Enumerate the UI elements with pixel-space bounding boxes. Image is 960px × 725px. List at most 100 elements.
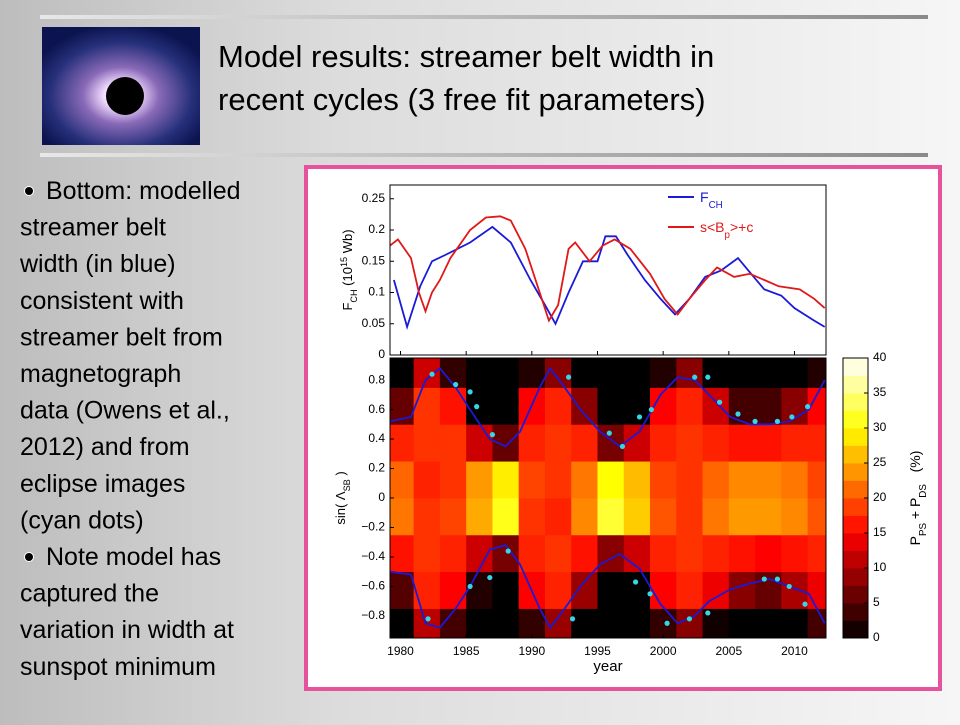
- bullet-text: width (in blue): [19, 250, 176, 278]
- colorbar-step: [843, 463, 868, 481]
- heatmap-cell: [650, 498, 677, 536]
- heatmap-cell: [597, 424, 625, 462]
- heatmap-cell: [728, 424, 756, 462]
- label-part: CH: [709, 200, 723, 211]
- heatmap-cell: [676, 461, 703, 499]
- heatmap-cell: [676, 498, 703, 536]
- heatmap-cell: [492, 358, 520, 388]
- colorbar-tick-label: 20: [873, 490, 887, 504]
- heatmap-cell: [413, 387, 441, 425]
- heatmap-cell: [807, 534, 827, 573]
- label-part: P: [907, 536, 923, 545]
- colorbar-step: [843, 428, 868, 446]
- heatmap-cell: [544, 387, 572, 425]
- heatmap-cell: [623, 424, 651, 462]
- bullet-marker: [24, 552, 34, 562]
- colorbar-tick-label: 25: [873, 455, 887, 469]
- legend-label: s<Bp>+c: [700, 219, 753, 241]
- heatmap-cell: [439, 498, 467, 536]
- bullet-text: eclipse images: [20, 470, 185, 498]
- heatmap-cell: [702, 534, 730, 573]
- eclipse-point: [786, 583, 792, 590]
- heatmap-cell: [623, 498, 651, 536]
- label-part: >+c: [730, 219, 753, 235]
- heatmap-cell: [413, 498, 441, 536]
- heatmap-cell: [544, 571, 572, 609]
- eclipse-point: [735, 411, 741, 417]
- label-part: ): [333, 471, 348, 479]
- heatmap-cell: [390, 534, 415, 573]
- heatmap-cell: [390, 461, 415, 499]
- heatmap-cell: [390, 358, 415, 388]
- heatmap-cell: [571, 498, 598, 536]
- heatmap-cell: [807, 424, 827, 462]
- colorbar-tick-label: 15: [873, 525, 887, 539]
- heatmap-cell: [728, 571, 756, 609]
- eclipse-point: [566, 374, 572, 380]
- y-tick-label: 0.05: [362, 316, 386, 330]
- heatmap-cell: [413, 571, 441, 609]
- heatmap-cell: [518, 358, 546, 388]
- y-axis-label: sin( ΛSB ): [333, 471, 352, 524]
- heatmap-cell: [755, 424, 782, 462]
- heatmap-cell: [439, 534, 467, 573]
- bullet-text: (cyan dots): [20, 506, 144, 534]
- eclipse-point: [805, 404, 811, 410]
- colorbar-tick-label: 0: [873, 630, 880, 644]
- heatmap-cell: [728, 358, 756, 388]
- colorbar-step: [843, 410, 868, 429]
- heatmap-cell: [466, 534, 493, 573]
- eclipse-point: [648, 406, 654, 413]
- eclipse-point: [606, 430, 612, 436]
- eclipse-point: [467, 389, 473, 395]
- heatmap-cell: [807, 461, 827, 499]
- bullet-marker: [24, 186, 34, 196]
- heatmap-cell: [676, 424, 703, 462]
- heatmap-cell: [390, 498, 415, 536]
- label-part: Wb): [340, 229, 355, 256]
- heatmap-cell: [466, 424, 493, 462]
- heatmap-cell: [492, 498, 520, 536]
- series-line: [389, 215, 826, 323]
- x-tick-label: 1990: [518, 644, 545, 658]
- x-tick-label: 2005: [715, 644, 742, 658]
- heatmap-cell: [728, 387, 756, 425]
- y-tick-label: −0.4: [361, 549, 385, 563]
- y-tick-label: 0.4: [368, 431, 385, 445]
- label-part: F: [700, 189, 709, 205]
- colorbar-tick-label: 5: [873, 595, 880, 609]
- colorbar-step: [843, 585, 868, 604]
- series-line: [389, 544, 826, 630]
- heatmap-cell: [518, 461, 546, 499]
- heatmap-cell: [676, 387, 703, 425]
- title-rule: [40, 153, 928, 157]
- y-tick-label: 0.8: [368, 372, 385, 386]
- eclipse-point: [717, 399, 723, 405]
- colorbar-step: [843, 603, 868, 621]
- eclipse-point: [647, 591, 653, 597]
- eclipse-point: [789, 414, 795, 420]
- heatmap-cell: [466, 358, 493, 388]
- heatmap-cell: [597, 358, 625, 388]
- heatmap-cell: [702, 498, 730, 536]
- eclipse-point: [761, 576, 767, 582]
- heatmap-cell: [544, 534, 572, 573]
- y-tick-label: −0.6: [361, 579, 385, 593]
- eclipse-point: [453, 381, 459, 388]
- colorbar-tick-label: 40: [873, 350, 887, 364]
- eclipse-point: [489, 432, 496, 438]
- heatmap-cell: [807, 358, 827, 388]
- label-part: (10: [340, 267, 355, 289]
- y-tick-label: −0.8: [361, 608, 385, 622]
- bullet-text: variation in width at: [20, 616, 234, 644]
- heatmap-cell: [755, 498, 782, 536]
- label-part: 15: [339, 257, 349, 267]
- heatmap-cell: [702, 461, 730, 499]
- heatmap-cell: [650, 424, 677, 462]
- series-line: [389, 366, 826, 448]
- heatmap-cell: [571, 461, 598, 499]
- heatmap-cell: [781, 608, 809, 639]
- eclipse-point: [632, 579, 639, 585]
- heatmap-cell: [728, 498, 756, 536]
- heatmap-cell: [650, 461, 677, 499]
